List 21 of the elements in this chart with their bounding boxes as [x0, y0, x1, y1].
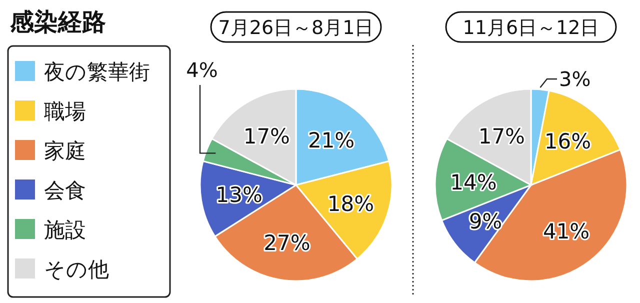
data-label: 27%: [264, 230, 310, 255]
legend-label: 家庭: [44, 139, 86, 163]
data-label: 18%: [327, 192, 374, 216]
chart-title: 感染経路: [9, 8, 106, 36]
legend-label: 職場: [44, 100, 86, 124]
chart-subtitle: 7月26日～8月1日: [218, 17, 374, 39]
data-label: 17%: [478, 124, 526, 148]
legend-label: 夜の繁華街: [44, 60, 150, 84]
data-label: 41%: [542, 220, 590, 244]
data-label: 3%: [559, 67, 591, 91]
data-label: 4%: [186, 58, 218, 82]
data-label: 14%: [450, 170, 497, 194]
data-label: 16%: [544, 130, 592, 154]
legend-label: その他: [44, 258, 109, 282]
legend-label: 施設: [44, 218, 86, 242]
data-label: 21%: [308, 128, 355, 152]
chart-subtitle: 11月6日～12日: [462, 17, 600, 39]
data-label: 9%: [468, 209, 502, 234]
legend-label: 会食: [44, 178, 86, 202]
data-label: 13%: [216, 183, 262, 208]
data-label: 17%: [243, 124, 290, 148]
